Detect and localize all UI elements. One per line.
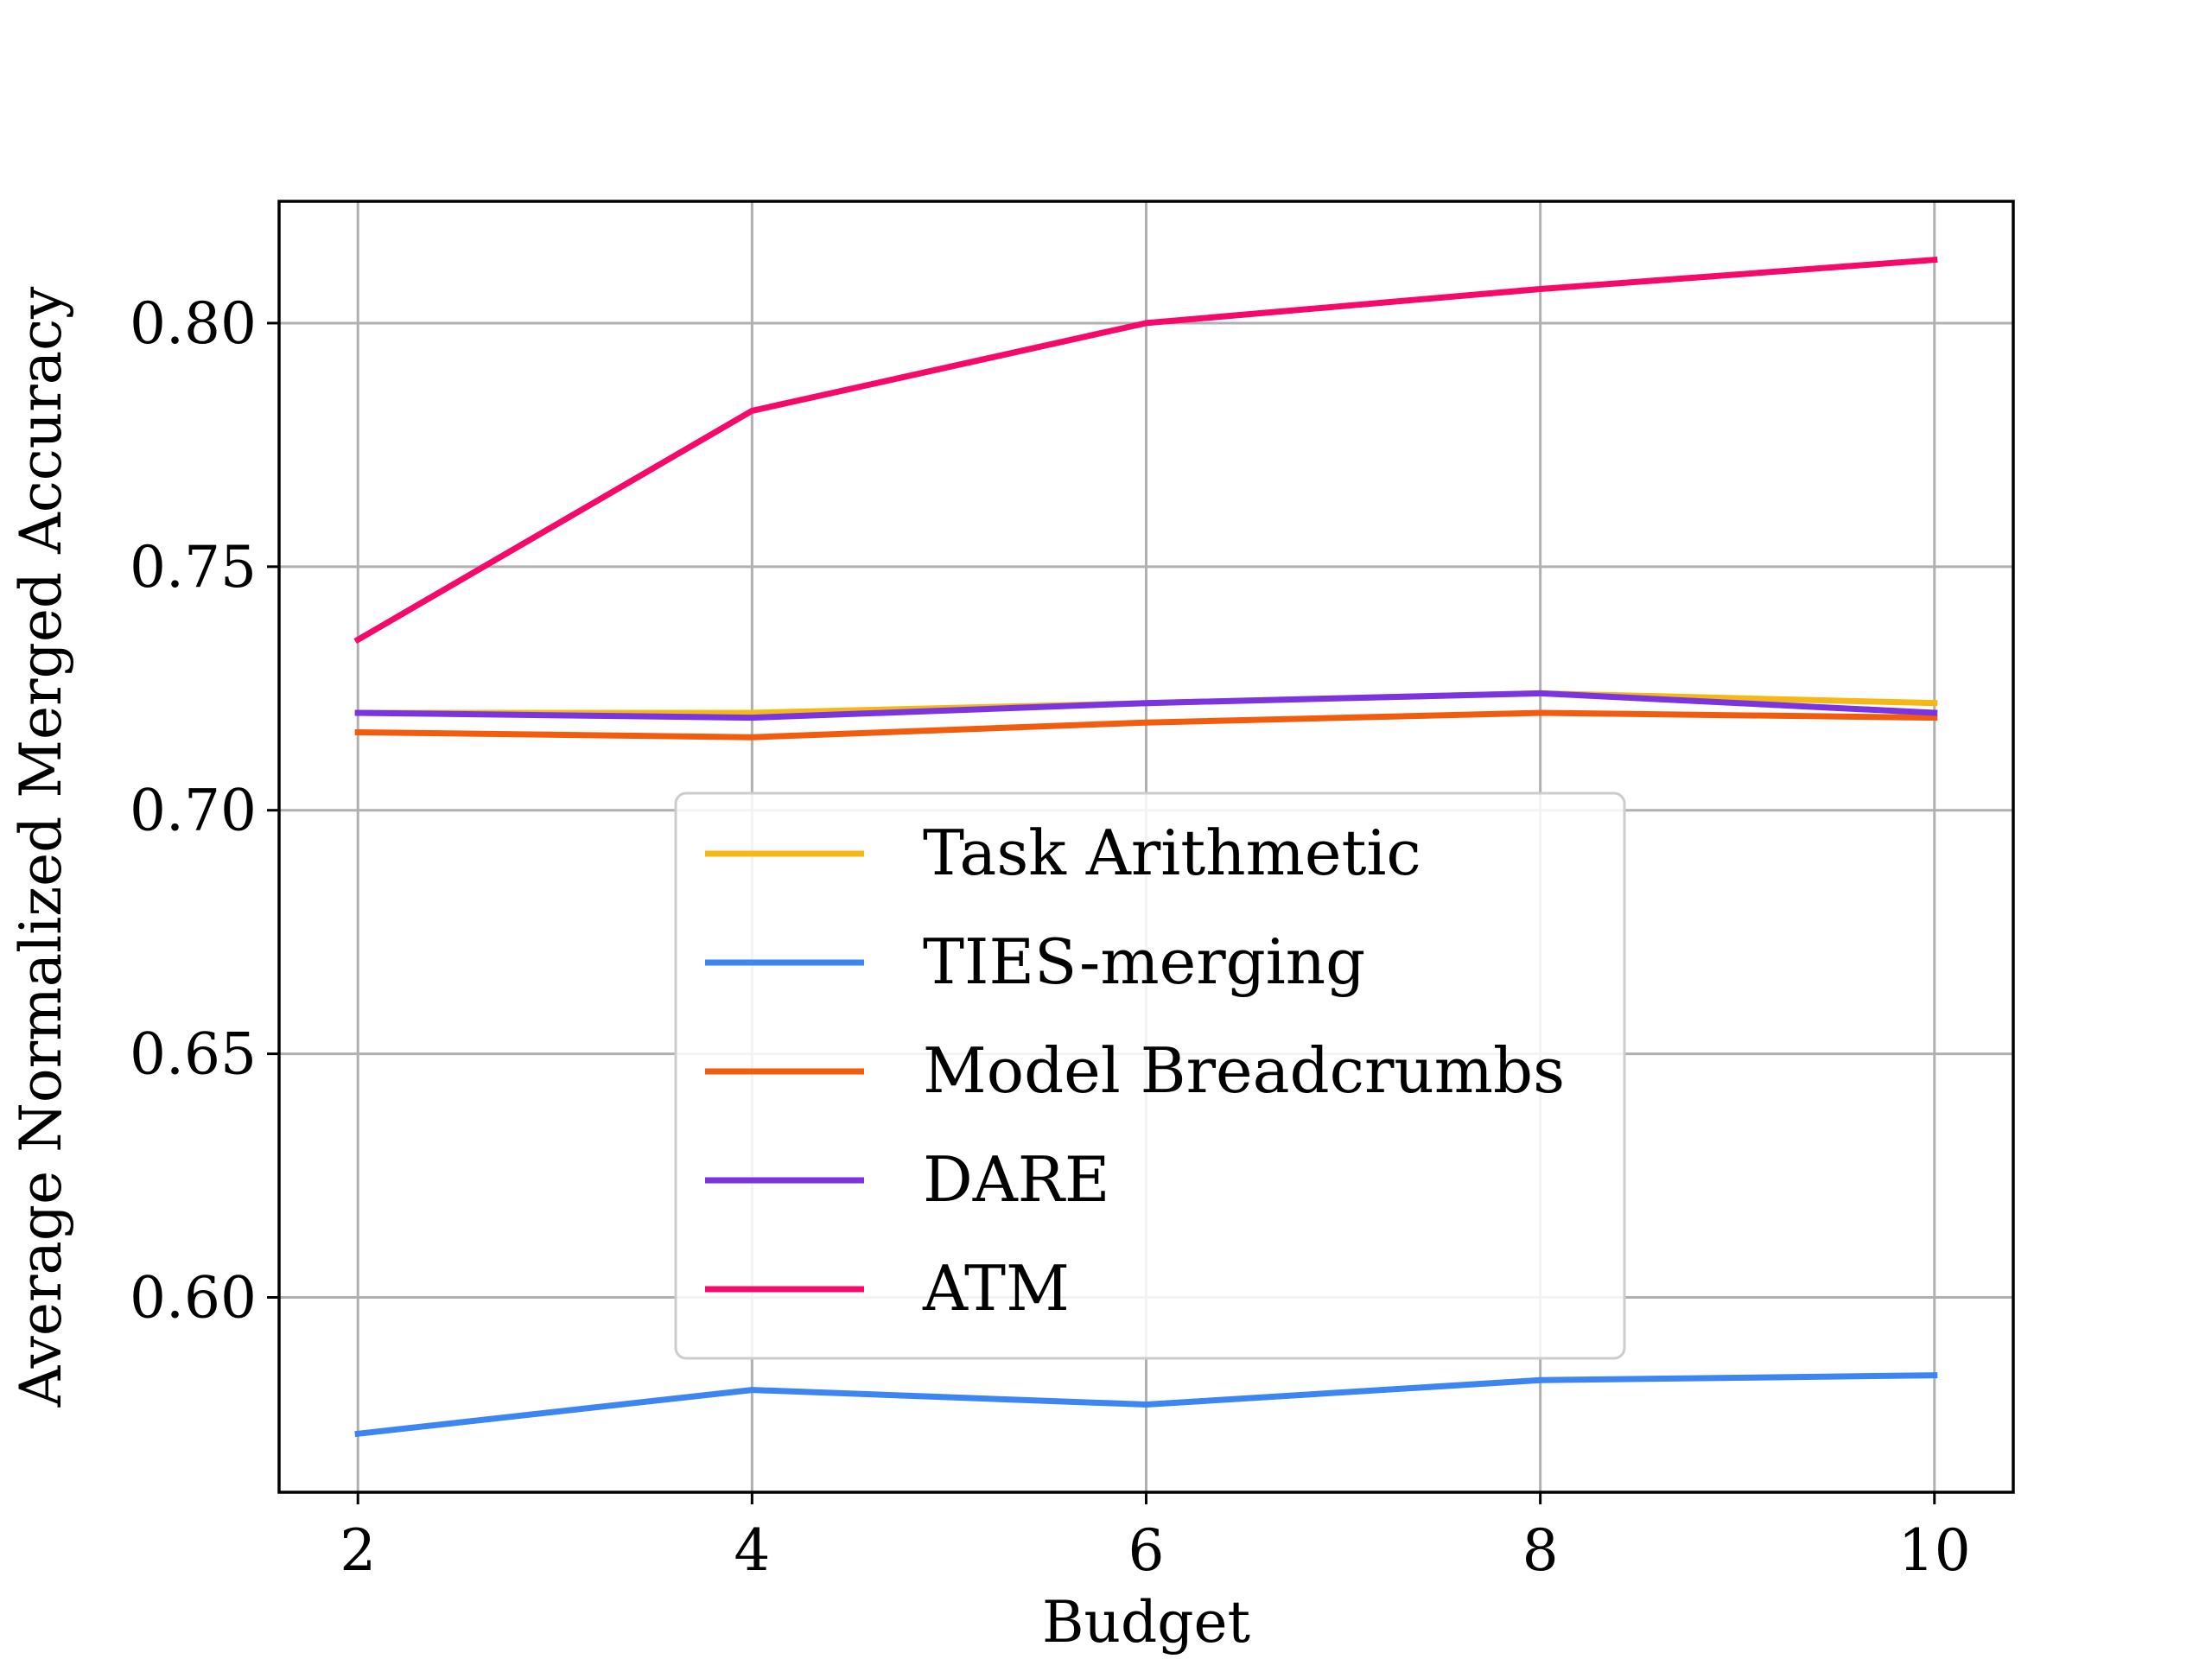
- x-axis-label: Budget: [1042, 1589, 1250, 1656]
- x-tick-label-0: 2: [340, 1517, 376, 1584]
- x-axis-ticks: 2 4 6 8 10: [340, 1492, 1971, 1584]
- x-tick-label-3: 8: [1522, 1517, 1559, 1584]
- legend-label-0: Task Arithmetic: [923, 817, 1421, 889]
- y-axis-label: Average Normalized Merged Accuracy: [8, 286, 74, 1408]
- legend-box: [674, 791, 1626, 1360]
- legend-label-4: ATM: [922, 1252, 1070, 1325]
- legend-label-3: DARE: [923, 1143, 1110, 1216]
- series-line-4: [353, 256, 1938, 645]
- y-tick-label-2: 0.70: [130, 778, 257, 844]
- series-line-2: [354, 709, 1938, 741]
- series-line-3: [354, 690, 1938, 721]
- x-tick-label-1: 4: [734, 1517, 770, 1584]
- y-axis-ticks: 0.60 0.65 0.70 0.75 0.80: [130, 290, 279, 1331]
- series-lines: [353, 256, 1938, 1438]
- x-tick-label-4: 10: [1898, 1517, 1971, 1584]
- y-tick-label-0: 0.60: [130, 1264, 257, 1331]
- y-tick-label-3: 0.75: [130, 534, 257, 601]
- x-tick-label-2: 6: [1128, 1517, 1165, 1584]
- y-tick-label-4: 0.80: [130, 290, 257, 357]
- y-tick-label-1: 0.65: [130, 1021, 257, 1088]
- legend-label-1: TIES-merging: [923, 925, 1365, 998]
- legend-label-2: Model Breadcrumbs: [923, 1034, 1565, 1107]
- legend: Task Arithmetic TIES-merging Model Breadcr…: [674, 791, 1626, 1360]
- series-line-1: [354, 1372, 1938, 1438]
